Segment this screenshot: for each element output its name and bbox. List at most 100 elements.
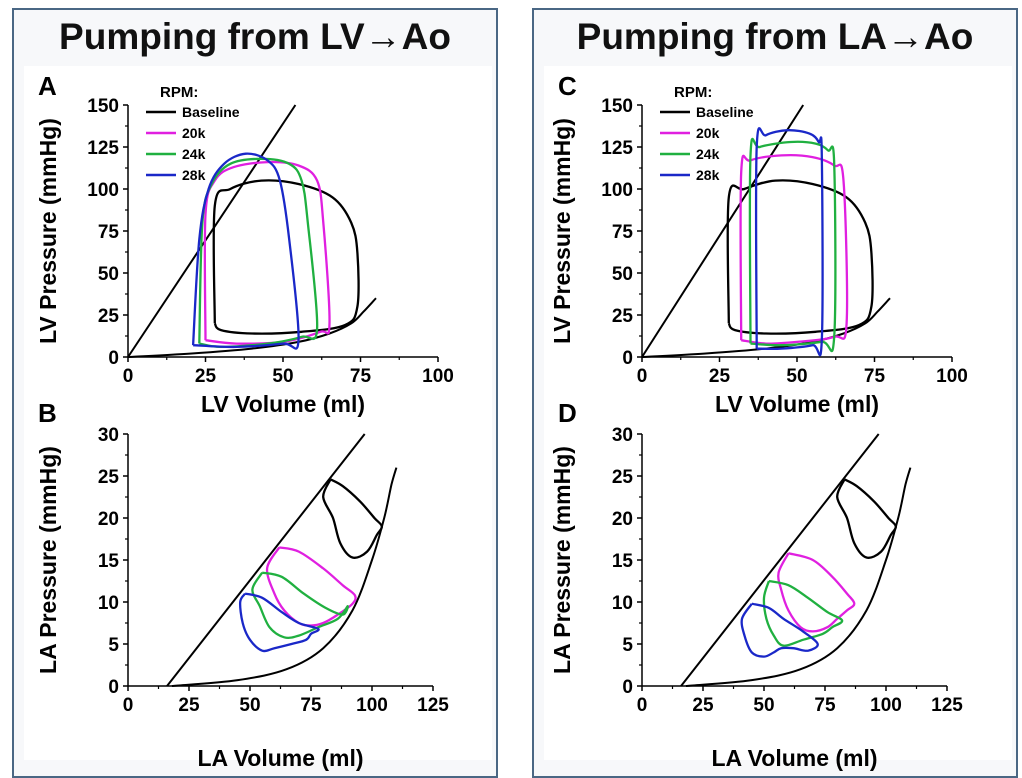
x-axis-label: LV Volume (ml) — [715, 391, 879, 417]
x-tick-label: 25 — [195, 366, 217, 387]
x-axis-label: LA Volume (ml) — [197, 745, 363, 771]
x-tick-label: 125 — [931, 695, 963, 716]
pv-loop-baseline — [212, 179, 360, 335]
pv-loop-24k — [251, 571, 349, 640]
x-tick-label: 0 — [637, 366, 648, 387]
y-tick-label: 125 — [601, 138, 633, 159]
y-tick-label: 15 — [612, 551, 634, 572]
legend-title: RPM: — [674, 84, 712, 101]
y-tick-label: 30 — [612, 425, 633, 446]
x-tick-label: 50 — [753, 695, 774, 716]
y-tick-label: 5 — [108, 635, 119, 656]
y-tick-label: 75 — [98, 222, 120, 243]
chart-c: C 0 25 50 75 100 0 25 50 75 100 125 150 LV Volume (ml… — [549, 71, 968, 417]
y-tick-label: 20 — [98, 509, 119, 530]
panel-letter-d: D — [558, 398, 577, 428]
y-tick-label: 20 — [612, 509, 633, 530]
x-tick-label: 100 — [936, 366, 968, 387]
x-tick-label: 25 — [709, 366, 731, 387]
y-tick-label: 150 — [87, 96, 119, 117]
pv-loop-20k — [739, 154, 849, 345]
espvr-line — [641, 104, 805, 358]
legend-label-28k: 28k — [696, 167, 720, 183]
pv-loop-28k — [238, 592, 320, 653]
pv-loop-baseline — [726, 179, 874, 335]
plot-area-bg-left-bottom — [24, 412, 492, 760]
legend-label-20k: 20k — [696, 125, 720, 141]
y-tick-label: 75 — [612, 222, 634, 243]
y-tick-label: 100 — [601, 180, 633, 201]
x-tick-label: 50 — [786, 366, 807, 387]
pv-loop-28k — [754, 127, 824, 357]
pv-loop-baseline — [322, 478, 383, 559]
x-tick-label: 50 — [272, 366, 293, 387]
pv-loop-24k — [762, 579, 844, 647]
panel-title-la-ao: Pumping from LA→Ao — [576, 16, 974, 57]
y-tick-label: 50 — [612, 264, 633, 285]
x-tick-label: 75 — [814, 695, 836, 716]
y-tick-label: 125 — [87, 138, 119, 159]
y-axis-label: LA Pressure (mmHg) — [549, 446, 575, 674]
y-tick-label: 0 — [622, 677, 633, 698]
x-tick-label: 50 — [239, 695, 260, 716]
panel-title-lv-ao: Pumping from LV→Ao — [59, 16, 451, 57]
y-tick-label: 100 — [87, 180, 119, 201]
pv-loop-20k — [265, 546, 357, 627]
x-tick-label: 100 — [356, 695, 388, 716]
y-axis-label: LA Pressure (mmHg) — [35, 446, 61, 674]
y-tick-label: 50 — [98, 264, 119, 285]
legend-label-baseline: Baseline — [182, 104, 240, 120]
y-tick-label: 0 — [622, 348, 633, 369]
legend-label-20k: 20k — [182, 125, 206, 141]
y-tick-label: 0 — [108, 677, 119, 698]
y-axis-label: LV Pressure (mmHg) — [35, 118, 61, 344]
pv-loop-28k — [740, 602, 819, 658]
y-tick-label: 10 — [612, 593, 633, 614]
pv-loop-28k — [191, 152, 300, 350]
x-axis-label: LV Volume (ml) — [201, 391, 365, 417]
y-tick-label: 15 — [98, 551, 120, 572]
x-axis-label: LA Volume (ml) — [711, 745, 877, 771]
legend-label-28k: 28k — [182, 167, 206, 183]
x-tick-label: 25 — [178, 695, 200, 716]
y-tick-label: 150 — [601, 96, 633, 117]
edpvr-curve — [171, 467, 398, 687]
plot-area-bg-right-bottom — [544, 412, 1012, 760]
x-tick-label: 75 — [350, 366, 372, 387]
y-tick-label: 25 — [612, 306, 634, 327]
legend-label-24k: 24k — [182, 146, 206, 162]
x-tick-label: 75 — [300, 695, 322, 716]
x-tick-label: 100 — [422, 366, 454, 387]
pv-loop-20k — [777, 552, 856, 633]
y-tick-label: 30 — [98, 425, 119, 446]
chart-b: B 0 25 50 75 100 125 0 5 10 15 20 25 30 LA Volume (ml)… — [35, 398, 449, 771]
x-tick-label: 0 — [123, 695, 134, 716]
y-tick-label: 10 — [98, 593, 119, 614]
chart-d: D 0 25 50 75 100 125 0 5 10 15 20 25 30 LA Volume (ml)… — [549, 398, 963, 771]
legend-label-baseline: Baseline — [696, 104, 754, 120]
espvr-line — [680, 433, 880, 687]
chart-a: A 0 25 50 75 100 0 25 50 75 100 125 150 LV Volume (ml… — [35, 71, 454, 417]
pv-loop-24k — [198, 157, 319, 349]
y-tick-label: 0 — [108, 348, 119, 369]
x-tick-label: 0 — [637, 695, 648, 716]
plot-area-bg-left-top — [24, 66, 492, 412]
panel-letter-a: A — [38, 71, 57, 101]
y-tick-label: 25 — [98, 306, 120, 327]
legend-title: RPM: — [160, 84, 198, 101]
x-tick-label: 0 — [123, 366, 134, 387]
legend-label-24k: 24k — [696, 146, 720, 162]
y-tick-label: 25 — [612, 467, 634, 488]
panel-letter-c: C — [558, 71, 577, 101]
x-tick-label: 75 — [864, 366, 886, 387]
espvr-line — [127, 104, 297, 358]
y-tick-label: 25 — [98, 467, 120, 488]
x-tick-label: 100 — [870, 695, 902, 716]
plot-area-bg-right-top — [544, 66, 1012, 412]
panel-letter-b: B — [38, 398, 57, 428]
y-axis-label: LV Pressure (mmHg) — [549, 118, 575, 344]
y-tick-label: 5 — [622, 635, 633, 656]
edpvr-curve — [685, 467, 912, 687]
x-tick-label: 25 — [692, 695, 714, 716]
